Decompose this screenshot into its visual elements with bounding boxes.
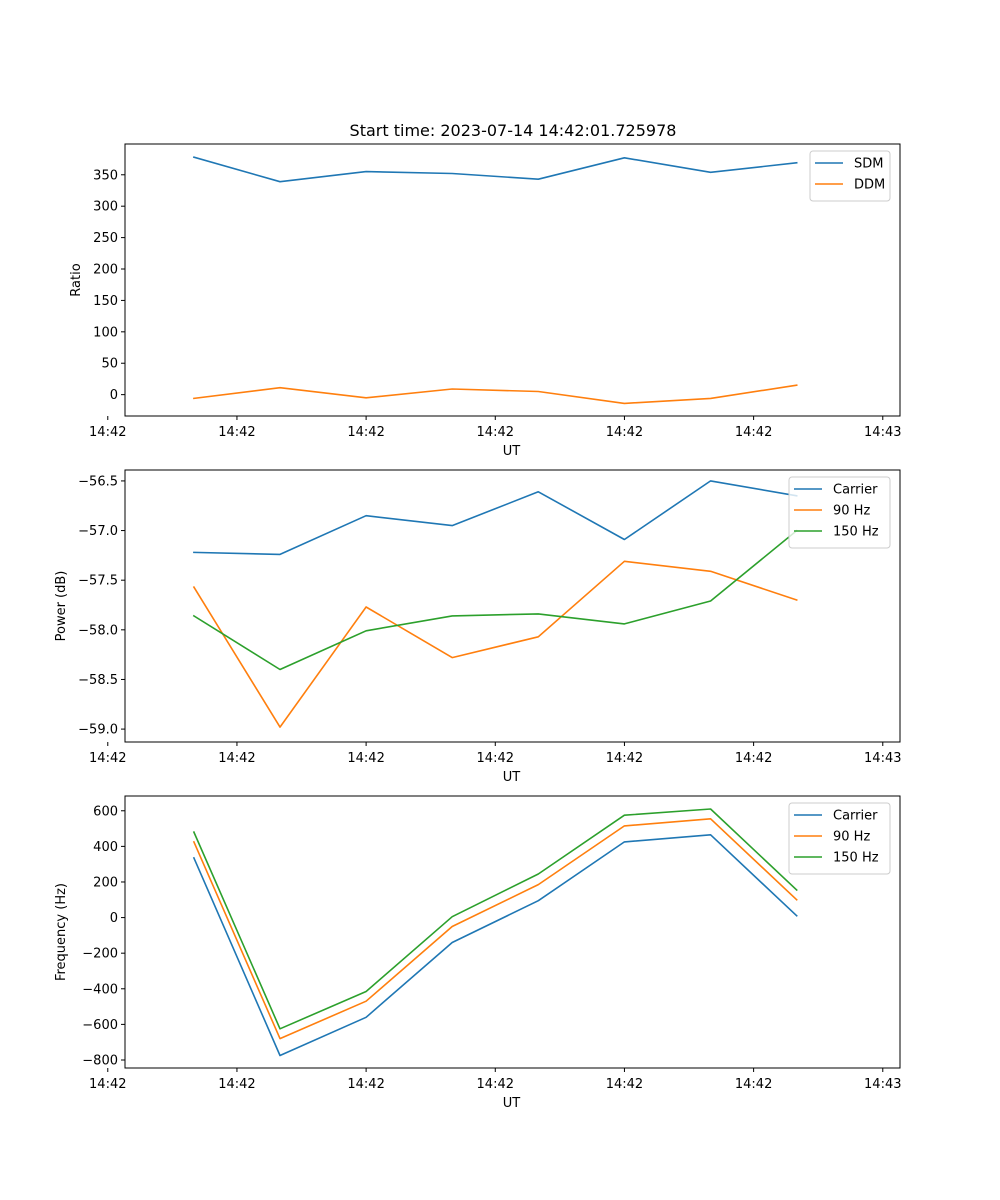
legend: Carrier 90 Hz 150 Hz (788, 476, 891, 549)
x-axis-label: UT (503, 1096, 521, 1111)
x-tick-label: 14:43 (864, 425, 901, 440)
panel-ratio: 0 50 100 150 200 250 300 350 14:42 14:42 14:42 14:4… (69, 143, 902, 459)
axes-frame (124, 795, 901, 1069)
x-tick-label: 14:42 (477, 751, 514, 766)
y-axis-label: Frequency (Hz) (54, 883, 69, 981)
x-tick-label: 14:42 (606, 1077, 643, 1092)
y-tick-label: −58.5 (78, 673, 118, 688)
y-tick-label: 0 (110, 388, 118, 403)
x-tick-label: 14:42 (347, 1077, 384, 1092)
y-tick-label: 200 (93, 875, 118, 890)
y-tick-label: −57.5 (78, 574, 118, 589)
y-tick-label: 600 (93, 804, 118, 819)
x-tick-label: 14:43 (864, 751, 901, 766)
legend-label: DDM (854, 178, 885, 193)
legend-label: 90 Hz (833, 830, 870, 845)
x-tick-label: 14:42 (477, 425, 514, 440)
legend-label: SDM (854, 157, 883, 172)
y-tick-label: 350 (93, 168, 118, 183)
legend-label: 90 Hz (833, 504, 870, 519)
legend-label: 150 Hz (833, 525, 879, 540)
series-line-150-hz (192, 529, 798, 671)
x-tick-label: 14:42 (218, 425, 255, 440)
y-tick-label: −59.0 (78, 723, 118, 738)
axes-frame (124, 143, 901, 417)
x-tick-label: 14:42 (218, 751, 255, 766)
series-line-sdm (192, 156, 798, 183)
y-tick-label: −400 (82, 982, 118, 997)
x-tick-label: 14:42 (218, 1077, 255, 1092)
axes-frame (124, 469, 901, 743)
panel-power: −59.0 −58.5 −58.0 −57.5 −57.0 −56.5 14:42 14:42… (54, 469, 902, 785)
series-line-carrier (193, 480, 798, 556)
x-tick-label: 14:42 (347, 751, 384, 766)
y-tick-label: −58.0 (78, 623, 118, 638)
x-tick-label: 14:42 (89, 1077, 126, 1092)
y-tick-label: 250 (93, 231, 118, 246)
legend-label: 150 Hz (833, 851, 879, 866)
y-tick-label: 50 (101, 357, 118, 372)
x-tick-label: 14:42 (89, 425, 126, 440)
y-tick-label: 200 (93, 263, 118, 278)
y-axis-label: Power (dB) (54, 571, 69, 642)
legend-label: Carrier (833, 483, 878, 498)
x-axis-label: UT (503, 444, 521, 459)
panel-frequency: −800 −600 −400 −200 0 200 400 600 14:42 14:42 14:4… (54, 795, 902, 1111)
x-tick-label: 14:42 (606, 751, 643, 766)
y-tick-label: −56.5 (78, 474, 118, 489)
y-tick-label: −57.0 (78, 524, 118, 539)
series-line-90-hz (192, 817, 798, 1040)
x-tick-label: 14:42 (347, 425, 384, 440)
series-line-150-hz (192, 808, 798, 1030)
y-tick-label: 150 (93, 294, 118, 309)
x-tick-label: 14:42 (735, 1077, 772, 1092)
x-tick-label: 14:42 (606, 425, 643, 440)
x-tick-label: 14:42 (477, 1077, 514, 1092)
series-line-carrier (192, 833, 798, 1057)
x-tick-label: 14:43 (864, 1077, 901, 1092)
chart-title: Start time: 2023-07-14 14:42:01.725978 (350, 121, 677, 140)
series-line-ddm (193, 384, 798, 405)
y-tick-label: 100 (93, 325, 118, 340)
legend: SDM DDM (809, 150, 891, 202)
panels: 0 50 100 150 200 250 300 350 14:42 14:42 14:42 14:4… (54, 143, 902, 1111)
y-tick-label: −200 (82, 947, 118, 962)
x-axis-label: UT (503, 770, 521, 785)
legend: Carrier 90 Hz 150 Hz (788, 802, 891, 875)
x-tick-label: 14:42 (89, 751, 126, 766)
x-tick-label: 14:42 (735, 425, 772, 440)
x-tick-label: 14:42 (735, 751, 772, 766)
y-tick-label: −800 (82, 1053, 118, 1068)
y-tick-label: 0 (110, 911, 118, 926)
y-tick-label: 300 (93, 200, 118, 215)
y-tick-label: 400 (93, 840, 118, 855)
series-line-90-hz (192, 560, 798, 728)
y-axis-label: Ratio (69, 263, 84, 296)
y-tick-label: −600 (82, 1018, 118, 1033)
legend-label: Carrier (833, 809, 878, 824)
